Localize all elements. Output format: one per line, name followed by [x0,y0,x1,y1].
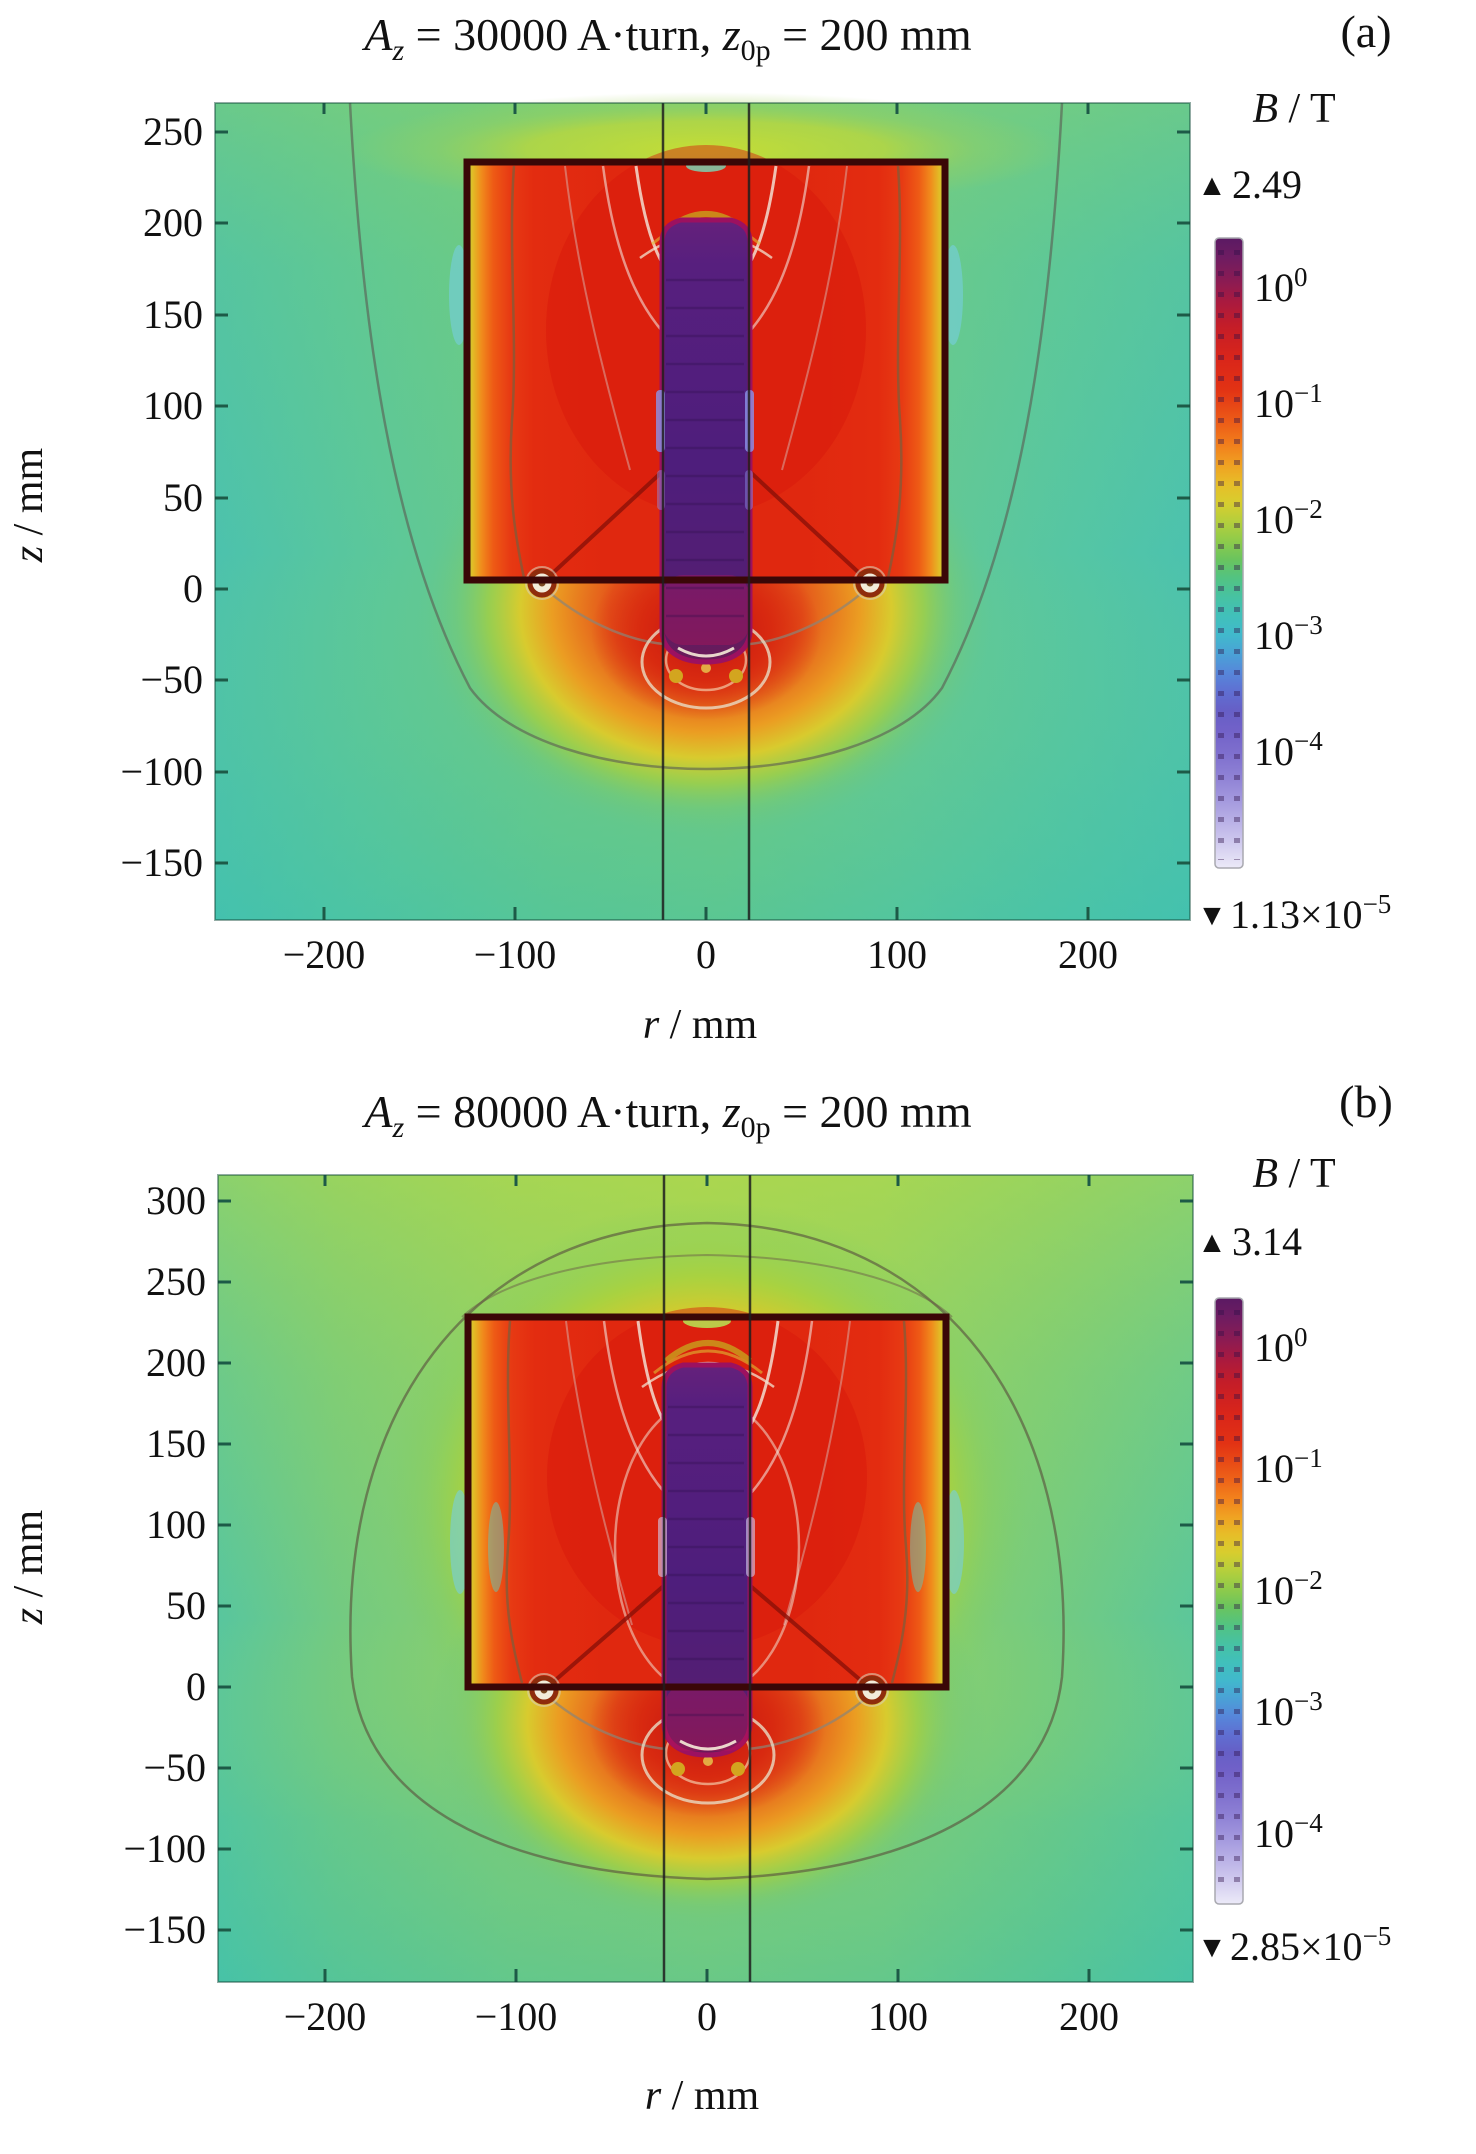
x-tick-label: −200 [283,932,366,977]
y-tick-label: 50 [166,1583,206,1628]
x-tick-label: 200 [1058,932,1118,977]
colorbar-tick: 10−2 [1254,494,1323,542]
x-tick-label: −200 [284,1994,367,2039]
panel-b-colorbar: B / T ▲ 3.14 100 10−1 10−2 10−3 10−4 ▼ 2… [1197,1151,1391,1969]
panel-a: Az = 30000 A·turn, z0p = 200 mm (a) z / … [6,6,1392,1048]
y-axis-label: z / mm [6,1509,52,1625]
y-tick-label: 200 [146,1340,206,1385]
coil-outline [464,1313,950,1691]
plunger-column [658,1362,755,1758]
colorbar-tick: 10−4 [1254,1808,1323,1856]
x-tick-label: −100 [475,1994,558,2039]
y-tick-label: 100 [146,1502,206,1547]
panel-a-label: (a) [1340,6,1391,57]
colorbar-tick: 100 [1254,1322,1308,1370]
panel-a-y-axis: z / mm 250 200 150 100 50 0 −50 −100 −15… [6,109,203,885]
y-tick-label: −150 [123,1907,206,1952]
x-tick-label: 200 [1059,1994,1119,2039]
flux-v-lines [540,468,872,585]
panel-b-label: (b) [1339,1077,1393,1127]
axis-tick-marks [215,103,1190,920]
y-tick-label: 150 [146,1421,206,1466]
min-triangle-icon: ▼ [1197,899,1227,932]
y-tick-label: 100 [143,383,203,428]
colorbar-tick: 10−3 [1254,610,1323,658]
y-tick-label: −50 [143,1745,206,1790]
y-tick-label: −100 [123,1826,206,1871]
flux-v-lines [542,1581,874,1692]
colorbar-min-value: 1.13×10−5 [1230,889,1391,937]
x-axis-label: r / mm [643,1002,758,1048]
guide-lines [662,1175,752,1982]
guide-lines [661,103,751,920]
y-tick-label: −100 [120,749,203,794]
max-triangle-icon: ▲ [1197,169,1227,202]
outer-field-contour [348,102,1064,771]
panel-b-title: Az = 80000 A·turn, z0p = 200 mm [361,1086,971,1144]
x-tick-label: 0 [696,932,716,977]
coil-outline [463,158,949,584]
y-tick-label: 200 [143,200,203,245]
x-tick-label: 0 [697,1994,717,2039]
x-tick-label: −100 [474,932,557,977]
colorbar-tick: 10−1 [1254,378,1323,426]
colorbar-tick: 100 [1254,262,1308,310]
colorbar-tick: 10−4 [1254,726,1323,774]
y-tick-label: 0 [183,566,203,611]
colorbar-gradient [1214,1297,1244,1905]
colorbar-max-value: 2.49 [1232,162,1302,207]
panel-a-title: Az = 30000 A·turn, z0p = 200 mm [361,9,971,67]
axis-tick-marks [218,1175,1193,1982]
y-tick-label: 0 [186,1664,206,1709]
y-tick-label: −150 [120,840,203,885]
plunger-column [656,217,754,665]
min-triangle-icon: ▼ [1197,1931,1227,1964]
panel-b-x-axis: −200 −100 0 100 200 r / mm [284,1994,1119,2119]
x-axis-label: r / mm [645,2073,760,2119]
colorbar-min-value: 2.85×10−5 [1230,1921,1391,1969]
y-axis-label: z / mm [6,447,52,563]
colorbar-tick: 10−3 [1254,1686,1323,1734]
panel-a-colorbar: B / T ▲ 2.49 100 10−1 10−2 10−3 10−4 ▼ 1… [1197,86,1391,937]
x-tick-label: 100 [868,1994,928,2039]
y-tick-label: 300 [146,1178,206,1223]
y-tick-label: −50 [140,657,203,702]
x-tick-label: 100 [867,932,927,977]
colorbar-title: B / T [1252,86,1335,132]
panel-b: Az = 80000 A·turn, z0p = 200 mm (b) z / … [6,1077,1393,2119]
y-tick-label: 250 [143,109,203,154]
panel-a-x-axis: −200 −100 0 100 200 r / mm [283,932,1118,1048]
heatmap-b [217,1174,1194,1983]
y-tick-label: 150 [143,292,203,337]
y-tick-label: 50 [163,475,203,520]
panel-b-y-axis: z / mm 300 250 200 150 100 50 0 −50 −100… [6,1178,206,1952]
max-triangle-icon: ▲ [1197,1226,1227,1259]
colorbar-title: B / T [1252,1151,1335,1197]
heatmap-a [214,92,1191,921]
colorbar-tick: 10−1 [1254,1443,1323,1491]
y-tick-label: 250 [146,1259,206,1304]
colorbar-max-value: 3.14 [1232,1219,1302,1264]
colorbar-tick: 10−2 [1254,1565,1323,1613]
colorbar-gradient [1214,237,1244,869]
